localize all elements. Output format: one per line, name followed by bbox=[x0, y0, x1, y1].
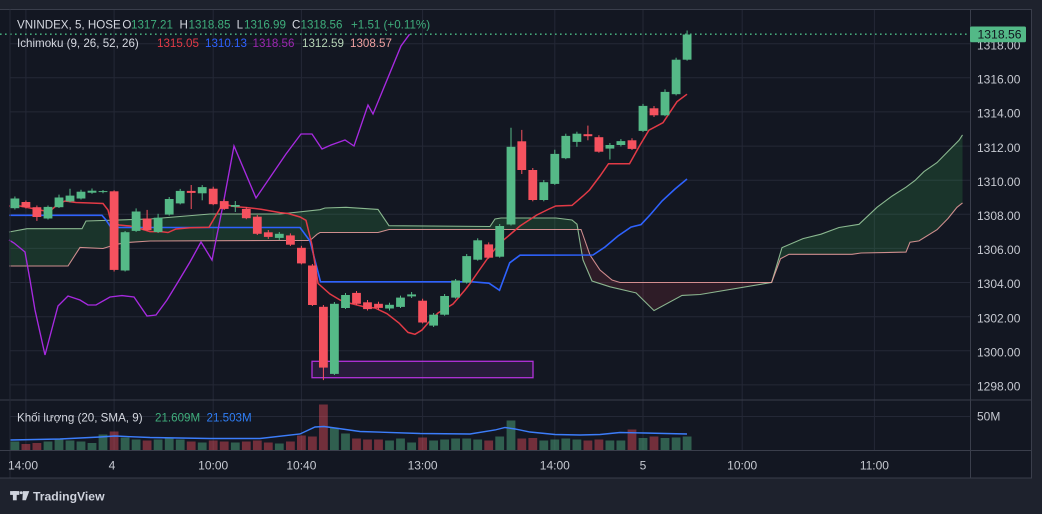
svg-text:1310.13: 1310.13 bbox=[205, 37, 247, 50]
svg-text:10:00: 10:00 bbox=[727, 459, 757, 473]
svg-text:1298.00: 1298.00 bbox=[977, 380, 1021, 394]
svg-text:21.609M: 21.609M bbox=[155, 412, 200, 425]
svg-text:C: C bbox=[292, 18, 300, 31]
svg-text:1312.00: 1312.00 bbox=[977, 141, 1021, 155]
svg-text:O: O bbox=[122, 18, 131, 31]
svg-text:VNINDEX, 5, HOSE: VNINDEX, 5, HOSE bbox=[17, 18, 121, 31]
svg-text:Khối lượng (20, SMA, 9): Khối lượng (20, SMA, 9) bbox=[17, 412, 143, 425]
svg-text:H: H bbox=[180, 18, 188, 31]
svg-text:1316.00: 1316.00 bbox=[977, 73, 1021, 87]
svg-text:1300.00: 1300.00 bbox=[977, 346, 1021, 360]
svg-text:14:00: 14:00 bbox=[8, 459, 38, 473]
svg-text:1318.56: 1318.56 bbox=[978, 28, 1022, 42]
svg-text:11:00: 11:00 bbox=[860, 459, 889, 473]
svg-text:10:00: 10:00 bbox=[198, 459, 228, 473]
svg-text:13:00: 13:00 bbox=[408, 459, 438, 473]
svg-text:1312.59: 1312.59 bbox=[302, 37, 344, 50]
svg-text:1306.00: 1306.00 bbox=[977, 243, 1021, 257]
svg-text:1308.57: 1308.57 bbox=[350, 37, 392, 50]
svg-text:5: 5 bbox=[640, 459, 647, 473]
svg-text:1318.56: 1318.56 bbox=[301, 18, 343, 31]
svg-text:+1.51 (+0.11%): +1.51 (+0.11%) bbox=[351, 18, 430, 31]
svg-text:10:40: 10:40 bbox=[286, 459, 316, 473]
svg-text:1302.00: 1302.00 bbox=[977, 311, 1021, 325]
svg-text:50M: 50M bbox=[977, 410, 1000, 424]
svg-text:1315.05: 1315.05 bbox=[157, 37, 199, 50]
svg-text:1318.56: 1318.56 bbox=[253, 37, 295, 50]
svg-text:14:00: 14:00 bbox=[540, 459, 570, 473]
svg-text:Ichimoku (9, 26, 52, 26): Ichimoku (9, 26, 52, 26) bbox=[17, 37, 139, 50]
svg-text:1304.00: 1304.00 bbox=[977, 277, 1021, 291]
svg-text:L: L bbox=[237, 18, 244, 31]
svg-text:1318.85: 1318.85 bbox=[189, 18, 231, 31]
svg-text:1314.00: 1314.00 bbox=[977, 107, 1021, 121]
svg-text:TradingView: TradingView bbox=[33, 490, 105, 504]
svg-text:1308.00: 1308.00 bbox=[977, 209, 1021, 223]
svg-text:1316.99: 1316.99 bbox=[244, 18, 286, 31]
svg-text:1310.00: 1310.00 bbox=[977, 175, 1021, 189]
svg-text:1317.21: 1317.21 bbox=[131, 18, 173, 31]
svg-text:21.503M: 21.503M bbox=[207, 412, 252, 425]
svg-text:4: 4 bbox=[109, 459, 116, 473]
